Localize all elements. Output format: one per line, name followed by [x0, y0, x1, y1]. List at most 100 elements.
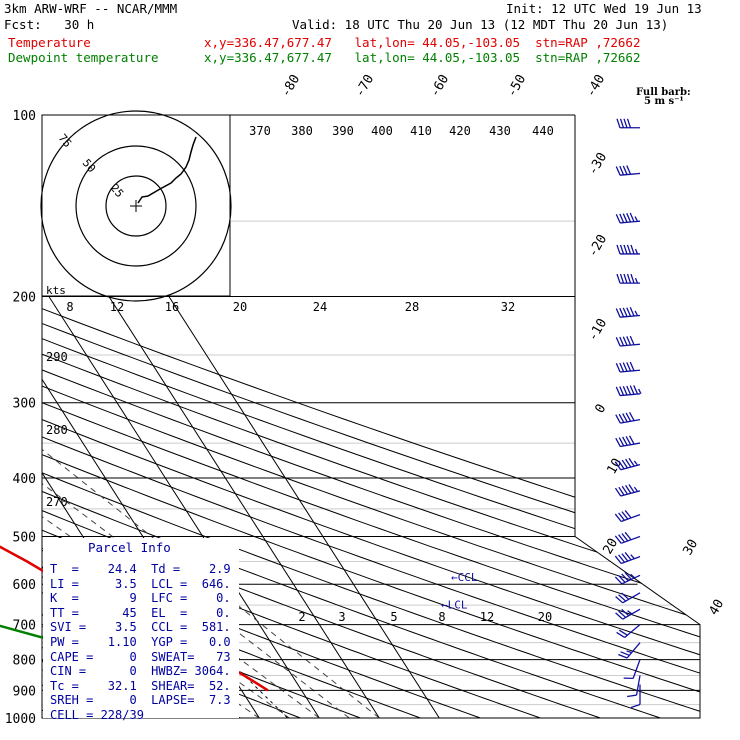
- hodograph-speed-label: 20: [233, 300, 247, 314]
- wind-barbs: [614, 118, 642, 709]
- wind-barb-flag: [618, 460, 625, 470]
- wind-barb-flag: [622, 307, 628, 317]
- wind-barb-flag: [629, 307, 635, 317]
- hodograph-units: kts: [46, 284, 66, 297]
- wind-barb-flag: [622, 336, 628, 346]
- wind-barb-flag: [630, 244, 635, 255]
- wind-barb-flag: [619, 386, 625, 396]
- parcel-info-title: Parcel Info: [88, 540, 171, 555]
- wind-barb-flag: [621, 533, 629, 542]
- parcel-info-row: TT = 45 EL = 0.: [50, 605, 231, 620]
- wind-barb-flag: [621, 573, 629, 582]
- theta-label: 270: [46, 495, 68, 509]
- wind-barb-flag: [629, 361, 635, 371]
- wind-barb-flag: [615, 612, 624, 620]
- wind-barb-staff: [635, 675, 641, 696]
- parcel-info-row: LI = 3.5 LCL = 646.: [50, 576, 231, 591]
- hodograph-ring: [40, 110, 232, 302]
- wind-barb-half: [630, 573, 636, 579]
- hodograph-speed-label: 8: [66, 300, 73, 314]
- parcel-info-panel: [43, 538, 239, 718]
- temperature-tick-label: -40: [583, 72, 608, 100]
- wind-barb-half: [637, 388, 642, 395]
- wind-barb-flag: [614, 461, 622, 471]
- wind-barb-flag: [626, 385, 632, 395]
- hodograph-trace: [137, 136, 197, 204]
- temperature-tick-label: -50: [504, 72, 529, 100]
- barb-legend-line1: Full barb:: [636, 87, 691, 98]
- parcel-info-row: Tc = 32.1 SHEAR= 52.: [50, 678, 231, 693]
- temperature-legend-label: Temperature: [8, 35, 91, 50]
- wind-barb-flag: [624, 531, 632, 541]
- parcel-info-row: CIN = 0 HWBZ= 3064.: [50, 664, 231, 679]
- wind-barb-flag: [623, 118, 628, 128]
- wind-barb-flag: [626, 336, 632, 346]
- pressure-tick-label: 300: [13, 397, 36, 412]
- parcel-info-row: PW = 1.10 YGP = 0.0: [50, 635, 231, 649]
- wind-barb-flag: [626, 273, 632, 284]
- lcl-label: ←LCL: [441, 599, 468, 612]
- pressure-tick-label: 1000: [5, 712, 36, 727]
- wind-barb-flag: [626, 362, 632, 372]
- wind-barb-flag: [616, 244, 621, 255]
- theta-e-label: 400: [371, 124, 393, 138]
- wind-barb-flag: [629, 335, 635, 346]
- wind-barb-flag: [628, 484, 635, 493]
- hodograph-ring: [105, 175, 167, 237]
- mixing-ratio-label: 2: [298, 610, 305, 624]
- wind-barb-flag: [627, 694, 637, 698]
- wind-barb-half: [627, 610, 633, 615]
- wind-barb-flag: [625, 458, 632, 468]
- wind-barb-flag: [626, 244, 632, 255]
- ccl-label: ←CCL: [451, 571, 478, 584]
- isotherm-line: [42, 115, 320, 718]
- temperature-tick-label: -10: [585, 316, 610, 344]
- pressure-tick-label: 900: [13, 684, 36, 699]
- wind-barb-flag: [629, 435, 635, 445]
- header-fcst: Fcst: 30 h: [4, 17, 95, 32]
- wind-barb-flag: [616, 273, 621, 284]
- wind-barb-flag: [626, 213, 632, 223]
- mixing-ratio-label: 3: [338, 610, 345, 624]
- pressure-tick-label: 100: [13, 109, 36, 124]
- wind-barb-flag: [614, 576, 623, 585]
- dry-adiabat: [42, 115, 700, 718]
- wind-barb-flag: [629, 411, 635, 421]
- wind-barb-half: [633, 460, 639, 466]
- wind-barb-flag: [621, 485, 628, 495]
- mixing-ratio-label: 12: [480, 610, 494, 624]
- theta-e-label: 370: [249, 124, 271, 138]
- dewpoint-legend-location: x,y=336.47,677.47 lat,lon= 44.05,-103.05…: [204, 50, 641, 65]
- wind-barb-flag: [615, 414, 621, 424]
- wind-barb-flag: [615, 362, 621, 373]
- header-model: 3km ARW-WRF -- NCAR/MMM: [4, 1, 178, 16]
- temperature-tick-label: -30: [585, 150, 610, 178]
- parcel-info-row: CELL = 228/39: [50, 708, 144, 722]
- wind-barb-flag: [616, 118, 621, 128]
- wind-barb-flag: [620, 651, 630, 656]
- temperature-tick-label: 0: [592, 402, 609, 416]
- pressure-tick-label: 800: [13, 654, 36, 669]
- parcel-info-row: T = 24.4 Td = 2.9: [50, 562, 231, 576]
- parcel-info-row: SREH = 0 LAPSE= 7.3: [50, 693, 231, 708]
- wind-barb-half: [633, 486, 639, 492]
- hodograph-center: [130, 200, 142, 212]
- wind-barb-flag: [614, 555, 622, 564]
- wind-barb-flag: [619, 362, 625, 372]
- wind-barb-flag: [622, 413, 628, 423]
- wind-barb-flag: [626, 165, 632, 175]
- wind-barb-flag: [619, 336, 625, 346]
- wind-barb-flag: [625, 412, 632, 422]
- parcel-info-row: K = 9 LFC = 0.: [50, 591, 231, 606]
- theta-e-label: 440: [532, 124, 554, 138]
- dry-adiabat: [42, 115, 700, 718]
- temperature-tick-label: 20: [600, 536, 621, 557]
- wind-barb-flag: [615, 337, 621, 347]
- wind-barb-flag: [615, 213, 621, 224]
- wind-barb-flag: [618, 512, 626, 521]
- wind-barb-flag: [618, 653, 628, 659]
- wind-barb-flag: [621, 511, 629, 520]
- wind-barb-flag: [616, 631, 626, 639]
- wind-barb-staff: [632, 659, 641, 679]
